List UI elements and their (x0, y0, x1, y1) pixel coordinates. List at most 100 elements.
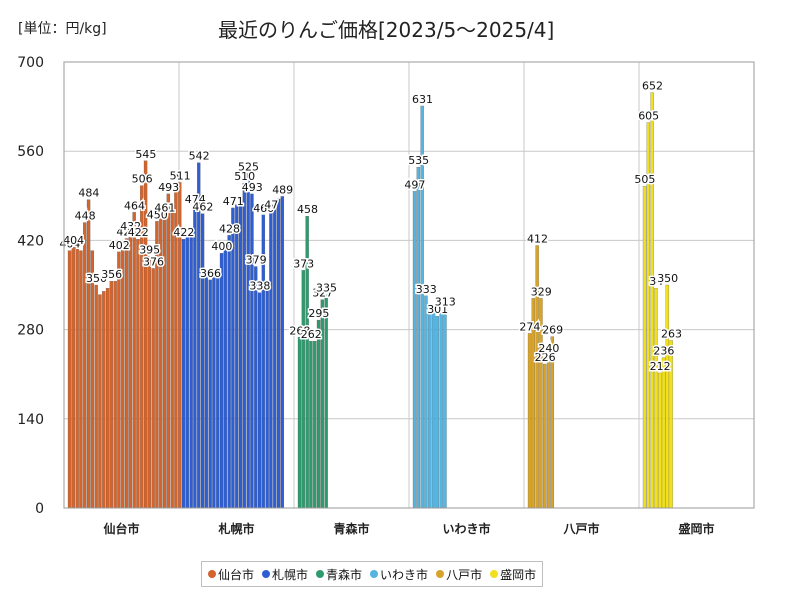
data-label: 535 (408, 154, 429, 167)
data-label: 350 (86, 272, 107, 285)
bar (102, 291, 106, 509)
bar (642, 186, 647, 509)
x-tick-label: 青森市 (333, 521, 369, 536)
y-tick-label: 280 (17, 323, 44, 339)
data-label: 493 (242, 181, 263, 194)
bar (280, 196, 285, 509)
legend-item: いわき市 (370, 566, 428, 583)
data-label: 338 (249, 280, 270, 293)
bar (121, 246, 125, 509)
y-tick-label: 140 (17, 412, 44, 428)
bar (543, 363, 547, 509)
legend-item: 八戸市 (436, 566, 482, 583)
bar (301, 270, 306, 509)
bar (227, 235, 231, 509)
bar (661, 357, 666, 509)
data-label: 493 (158, 181, 179, 194)
bar (151, 268, 155, 509)
x-tick-label: いわき市 (442, 521, 490, 536)
data-label: 542 (189, 150, 210, 163)
x-tick-label: 八戸市 (562, 521, 599, 536)
bar (250, 193, 254, 509)
data-label: 652 (642, 80, 663, 93)
legend-label: いわき市 (380, 567, 429, 582)
bar (431, 308, 436, 509)
bar (147, 256, 152, 509)
bar (242, 182, 247, 509)
bar (185, 236, 190, 509)
bar (128, 232, 133, 509)
bar (79, 250, 83, 509)
bar (197, 162, 201, 509)
bar (71, 246, 76, 509)
x-tick-label: 仙台市 (103, 521, 139, 536)
bar (658, 372, 662, 509)
bar (83, 222, 87, 509)
data-label: 47 (264, 199, 278, 212)
data-label: 484 (78, 187, 99, 200)
data-label: 400 (211, 240, 232, 253)
data-label: 422 (128, 226, 149, 239)
data-label: 379 (246, 254, 267, 267)
data-labels: 4044044484843503564024234324644225065453… (58, 78, 684, 374)
bar (412, 191, 417, 509)
bar (313, 340, 317, 509)
data-label: 605 (638, 110, 659, 123)
bar (189, 236, 193, 509)
legend-item: 札幌市 (262, 566, 308, 583)
bar (223, 246, 228, 509)
bar (86, 199, 91, 509)
bar (546, 354, 551, 509)
y-tick-label: 700 (17, 55, 44, 71)
bar (265, 288, 269, 509)
bar (166, 193, 171, 509)
data-label: 5 (173, 169, 180, 182)
bar (212, 275, 216, 509)
bar (439, 312, 443, 509)
data-label: 3 (530, 285, 537, 298)
legend-label: 八戸市 (446, 567, 483, 582)
bar (428, 310, 432, 509)
bar (67, 250, 72, 509)
bar (435, 316, 440, 509)
bar (117, 251, 121, 509)
data-label: 236 (653, 345, 674, 358)
data-label: 366 (200, 267, 221, 280)
bar (273, 207, 277, 509)
axes: 0 140 280 420 560 700 仙台市 札幌市 青森市 いわき市 八戸市 盛岡市 (17, 55, 755, 536)
x-tick-label: 盛岡市 (678, 521, 714, 536)
bar (324, 294, 328, 509)
legend-label: 青森市 (326, 567, 363, 582)
data-label: 268 (289, 324, 310, 337)
legend-marker-icon (370, 570, 379, 578)
bar (246, 173, 250, 509)
data-label: 510 (234, 170, 255, 183)
y-tick-label: 420 (17, 233, 44, 249)
bar (416, 167, 421, 509)
bar (90, 250, 95, 509)
legend-item: 盛岡市 (490, 566, 536, 583)
bar (136, 239, 140, 509)
bar (269, 211, 273, 509)
data-label: 34 (649, 275, 663, 288)
legend-label: 盛岡市 (500, 567, 537, 582)
data-label: 422 (173, 226, 194, 239)
bar (204, 274, 209, 509)
data-label: 464 (124, 199, 145, 212)
data-label: 269 (542, 324, 563, 337)
bar (208, 279, 212, 509)
bar (254, 266, 258, 509)
data-label: 432 (120, 220, 141, 233)
data-label: 262 (301, 328, 322, 341)
data-label: 356 (101, 268, 122, 281)
data-label: 450 (147, 208, 168, 221)
data-label: 226 (535, 351, 556, 364)
data-label: 471 (223, 195, 244, 208)
data-label: 448 (75, 210, 96, 223)
data-label: 327 (312, 287, 333, 300)
data-label: 428 (219, 222, 240, 235)
data-label: 295 (308, 307, 329, 320)
bar (276, 198, 281, 509)
bar (109, 281, 114, 509)
data-label: 460 (253, 202, 274, 215)
